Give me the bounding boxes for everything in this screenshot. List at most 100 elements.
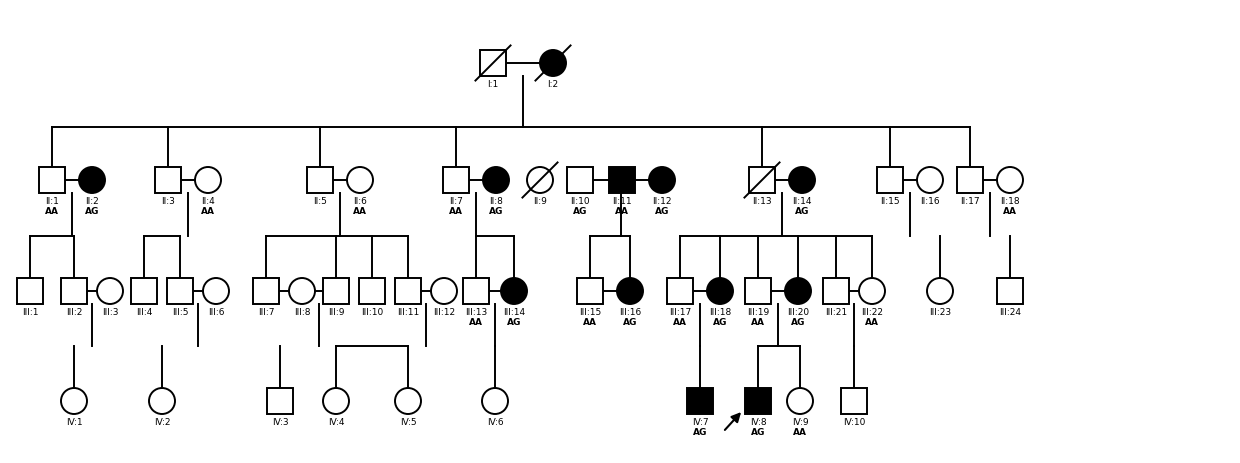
Text: III:10: III:10	[361, 308, 383, 317]
Text: II:14: II:14	[792, 197, 812, 206]
Text: AA: AA	[866, 318, 879, 327]
Text: III:11: III:11	[397, 308, 419, 317]
Ellipse shape	[501, 278, 527, 304]
Text: II:3: II:3	[161, 197, 175, 206]
Bar	[667, 278, 693, 304]
Text: AG: AG	[84, 207, 99, 216]
Text: III:16: III:16	[619, 308, 641, 317]
Ellipse shape	[347, 167, 373, 193]
Text: III:15: III:15	[579, 308, 601, 317]
Text: AG: AG	[573, 207, 588, 216]
Ellipse shape	[289, 278, 315, 304]
Ellipse shape	[97, 278, 123, 304]
Text: IV:5: IV:5	[399, 418, 417, 427]
Text: AA: AA	[673, 318, 687, 327]
Bar	[360, 278, 384, 304]
Text: IV:7: IV:7	[692, 418, 708, 427]
Text: II:12: II:12	[652, 197, 672, 206]
Bar	[567, 167, 593, 193]
Ellipse shape	[785, 278, 811, 304]
Text: II:11: II:11	[613, 197, 632, 206]
Text: III:20: III:20	[787, 308, 808, 317]
Text: AA: AA	[45, 207, 60, 216]
Bar	[745, 278, 771, 304]
Text: II:13: II:13	[753, 197, 771, 206]
Ellipse shape	[997, 167, 1023, 193]
Text: AG: AG	[489, 207, 503, 216]
Text: IV:9: IV:9	[791, 418, 808, 427]
Text: III:18: III:18	[709, 308, 732, 317]
Ellipse shape	[618, 278, 644, 304]
Text: AG: AG	[655, 207, 670, 216]
Text: III:2: III:2	[66, 308, 82, 317]
Bar	[253, 278, 279, 304]
Text: III:21: III:21	[825, 308, 847, 317]
Bar	[577, 278, 603, 304]
Bar	[131, 278, 157, 304]
Text: III:3: III:3	[102, 308, 118, 317]
Text: IV:6: IV:6	[486, 418, 503, 427]
Ellipse shape	[918, 167, 942, 193]
Text: II:4: II:4	[201, 197, 215, 206]
Text: III:6: III:6	[208, 308, 224, 317]
Text: AA: AA	[1003, 207, 1017, 216]
Text: II:9: II:9	[533, 197, 547, 206]
Text: II:8: II:8	[489, 197, 503, 206]
Ellipse shape	[322, 388, 348, 414]
Text: II:1: II:1	[45, 197, 60, 206]
Text: AG: AG	[795, 207, 810, 216]
Ellipse shape	[195, 167, 221, 193]
Text: III:1: III:1	[22, 308, 38, 317]
Text: II:6: II:6	[353, 197, 367, 206]
Ellipse shape	[789, 167, 815, 193]
Ellipse shape	[482, 388, 508, 414]
Bar	[823, 278, 849, 304]
Ellipse shape	[527, 167, 553, 193]
Text: I:1: I:1	[487, 80, 498, 89]
Text: III:13: III:13	[465, 308, 487, 317]
Text: I:2: I:2	[547, 80, 558, 89]
Bar	[841, 388, 867, 414]
Bar	[167, 278, 193, 304]
Text: II:10: II:10	[570, 197, 590, 206]
Bar	[687, 388, 713, 414]
Ellipse shape	[787, 388, 813, 414]
Ellipse shape	[203, 278, 229, 304]
Ellipse shape	[859, 278, 885, 304]
Text: IV:10: IV:10	[843, 418, 866, 427]
Text: AG: AG	[713, 318, 727, 327]
Text: III:7: III:7	[258, 308, 274, 317]
Ellipse shape	[61, 388, 87, 414]
Ellipse shape	[79, 167, 105, 193]
Bar	[322, 278, 348, 304]
Bar	[997, 278, 1023, 304]
Ellipse shape	[539, 50, 565, 76]
Bar	[17, 278, 43, 304]
Bar	[749, 167, 775, 193]
Text: III:9: III:9	[327, 308, 345, 317]
Text: III:19: III:19	[746, 308, 769, 317]
Bar	[609, 167, 635, 193]
Text: IV:4: IV:4	[327, 418, 345, 427]
Ellipse shape	[928, 278, 954, 304]
Text: AA: AA	[353, 207, 367, 216]
Text: III:5: III:5	[172, 308, 188, 317]
Bar	[267, 388, 293, 414]
Ellipse shape	[432, 278, 458, 304]
Text: AG: AG	[622, 318, 637, 327]
Text: II:7: II:7	[449, 197, 463, 206]
Text: III:12: III:12	[433, 308, 455, 317]
Text: AG: AG	[791, 318, 805, 327]
Ellipse shape	[396, 388, 422, 414]
Text: III:8: III:8	[294, 308, 310, 317]
Ellipse shape	[149, 388, 175, 414]
Text: III:23: III:23	[929, 308, 951, 317]
Text: II:17: II:17	[960, 197, 980, 206]
Ellipse shape	[484, 167, 508, 193]
Text: AA: AA	[469, 318, 484, 327]
Text: II:5: II:5	[312, 197, 327, 206]
Text: AG: AG	[750, 428, 765, 437]
Text: AA: AA	[583, 318, 596, 327]
Text: IV:3: IV:3	[272, 418, 289, 427]
Text: AA: AA	[449, 207, 463, 216]
